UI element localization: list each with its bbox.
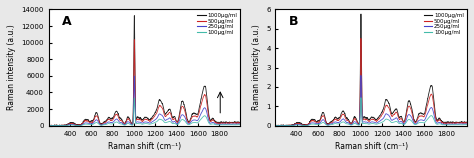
Y-axis label: Raman intensity (a.u.): Raman intensity (a.u.) [7,25,16,110]
Legend: 1000μg/ml, 500μg/ml, 250μg/ml, 100μg/ml: 1000μg/ml, 500μg/ml, 250μg/ml, 100μg/ml [197,12,237,36]
Y-axis label: Raman intensity (a.u.): Raman intensity (a.u.) [252,25,261,110]
Text: A: A [62,15,72,28]
X-axis label: Raman shift (cm⁻¹): Raman shift (cm⁻¹) [108,142,181,151]
Text: B: B [289,15,299,28]
X-axis label: Raman shift (cm⁻¹): Raman shift (cm⁻¹) [335,142,408,151]
Legend: 1000μg/ml, 500μg/ml, 250μg/ml, 100μg/ml: 1000μg/ml, 500μg/ml, 250μg/ml, 100μg/ml [423,12,464,36]
